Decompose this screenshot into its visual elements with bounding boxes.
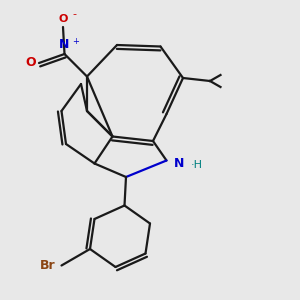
Text: ·H: ·H bbox=[190, 160, 202, 170]
Text: N: N bbox=[59, 38, 70, 51]
Text: +: + bbox=[72, 38, 79, 46]
Text: -: - bbox=[72, 10, 76, 20]
Text: N: N bbox=[174, 157, 184, 170]
Text: O: O bbox=[58, 14, 68, 24]
Text: Br: Br bbox=[40, 259, 56, 272]
Text: O: O bbox=[26, 56, 36, 70]
